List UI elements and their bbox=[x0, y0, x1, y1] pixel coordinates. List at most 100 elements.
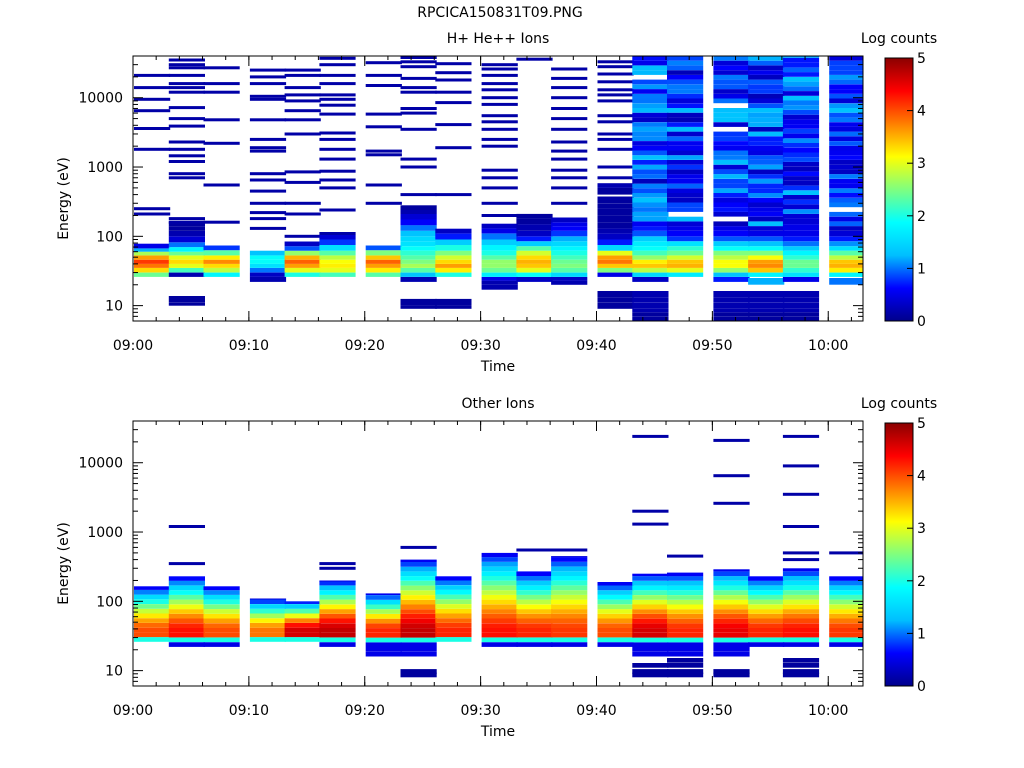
heatmap-cell bbox=[400, 604, 437, 610]
heatmap-cell bbox=[516, 259, 553, 264]
heatmap-cell bbox=[481, 263, 518, 268]
y-tick-label: 1000 bbox=[87, 525, 123, 541]
heatmap-cell bbox=[667, 160, 704, 165]
heatmap-cell bbox=[516, 571, 553, 576]
heatmap-cell bbox=[632, 308, 669, 313]
heatmap-cell bbox=[713, 618, 750, 624]
heatmap-cell bbox=[597, 137, 634, 141]
heatmap-cell bbox=[632, 150, 669, 156]
heatmap-cell bbox=[782, 632, 820, 638]
heatmap-cell bbox=[713, 569, 750, 572]
heatmap-cell bbox=[632, 202, 669, 208]
heatmap-cell bbox=[597, 618, 634, 624]
x-tick-label: 09:20 bbox=[345, 703, 385, 719]
heatmap-cell bbox=[400, 609, 437, 614]
heatmap-cell bbox=[667, 221, 704, 227]
y-tick-label: 10000 bbox=[78, 456, 123, 472]
heatmap-cell bbox=[829, 56, 863, 61]
heatmap-cell bbox=[551, 117, 588, 121]
heatmap-cell bbox=[597, 623, 634, 628]
heatmap-cell bbox=[829, 226, 863, 231]
heatmap-cell bbox=[400, 647, 437, 652]
heatmap-cell bbox=[284, 618, 321, 623]
heatmap-cell bbox=[168, 217, 205, 221]
heatmap-cell bbox=[249, 272, 287, 277]
heatmap-cell bbox=[168, 302, 205, 306]
heatmap-cell bbox=[203, 586, 240, 591]
heatmap-cell bbox=[782, 171, 820, 177]
heatmap-cell bbox=[551, 226, 588, 231]
heatmap-cell bbox=[365, 642, 402, 647]
heatmap-cell bbox=[632, 312, 669, 317]
heatmap-cell bbox=[713, 160, 750, 165]
heatmap-cell bbox=[713, 174, 750, 179]
colorbar-tick-label: 0 bbox=[917, 679, 926, 695]
heatmap-cell bbox=[516, 604, 553, 610]
heatmap-cell bbox=[435, 589, 472, 595]
heatmap-cell bbox=[632, 126, 669, 132]
heatmap-cell bbox=[249, 189, 287, 193]
heatmap-cell bbox=[134, 604, 171, 609]
heatmap-cell bbox=[829, 642, 863, 647]
heatmap-cell bbox=[203, 642, 240, 647]
heatmap-cell bbox=[748, 174, 785, 179]
heatmap-cell bbox=[249, 599, 287, 604]
heatmap-cell bbox=[713, 672, 750, 678]
heatmap-cell bbox=[713, 595, 750, 600]
heatmap-cell bbox=[597, 594, 634, 600]
heatmap-cell bbox=[782, 255, 820, 260]
heatmap-cell bbox=[782, 618, 820, 624]
heatmap-cell bbox=[632, 197, 669, 203]
heatmap-cell bbox=[713, 609, 750, 614]
heatmap-cell bbox=[481, 239, 518, 245]
heatmap-cell bbox=[829, 609, 863, 614]
heatmap-cell bbox=[829, 93, 863, 99]
heatmap-cell bbox=[203, 609, 240, 614]
heatmap-cell bbox=[400, 263, 437, 268]
heatmap-cell bbox=[829, 183, 863, 189]
heatmap-cell bbox=[551, 176, 588, 180]
heatmap-cell bbox=[632, 169, 669, 175]
heatmap-cell bbox=[667, 79, 704, 85]
heatmap-cell bbox=[551, 186, 588, 190]
heatmap-cell bbox=[632, 60, 669, 66]
heatmap-cell bbox=[782, 114, 820, 120]
heatmap-cell bbox=[400, 623, 437, 629]
heatmap-cell bbox=[632, 221, 669, 227]
heatmap-cell bbox=[597, 642, 634, 647]
heatmap-cell bbox=[748, 141, 785, 146]
heatmap-cell bbox=[249, 276, 287, 282]
heatmap-cell bbox=[667, 74, 704, 80]
heatmap-cell bbox=[249, 598, 287, 600]
heatmap-cell bbox=[319, 178, 356, 182]
heatmap-cell bbox=[782, 195, 820, 200]
heatmap-cell bbox=[435, 71, 472, 75]
heatmap-cell bbox=[748, 84, 785, 90]
heatmap-cell bbox=[481, 585, 518, 591]
heatmap-cell bbox=[829, 70, 863, 75]
heatmap-cell bbox=[168, 525, 205, 528]
heatmap-cell bbox=[249, 613, 287, 619]
heatmap-cell bbox=[713, 122, 750, 127]
x-tick-label: 09:00 bbox=[113, 338, 153, 354]
panel-title: Other Ions bbox=[461, 396, 534, 412]
heatmap-cell bbox=[667, 150, 704, 156]
heatmap-cell bbox=[134, 599, 171, 604]
heatmap-cell bbox=[632, 637, 669, 643]
heatmap-cell bbox=[782, 241, 820, 247]
heatmap-cell bbox=[481, 267, 518, 273]
heatmap-cell bbox=[168, 63, 205, 67]
heatmap-cell bbox=[713, 202, 750, 208]
heatmap-cell bbox=[667, 60, 704, 66]
heatmap-cell bbox=[435, 604, 472, 609]
heatmap-cell bbox=[667, 108, 704, 113]
colorbar-tick-label: 0 bbox=[917, 314, 926, 330]
heatmap-cell bbox=[516, 594, 553, 600]
heatmap-cell bbox=[713, 614, 750, 619]
heatmap-cell bbox=[748, 308, 785, 313]
heatmap-cell bbox=[551, 566, 588, 572]
heatmap-cell bbox=[782, 594, 820, 600]
heatmap-cell bbox=[551, 67, 588, 71]
heatmap-cell bbox=[667, 136, 704, 141]
heatmap-cell bbox=[782, 585, 820, 591]
